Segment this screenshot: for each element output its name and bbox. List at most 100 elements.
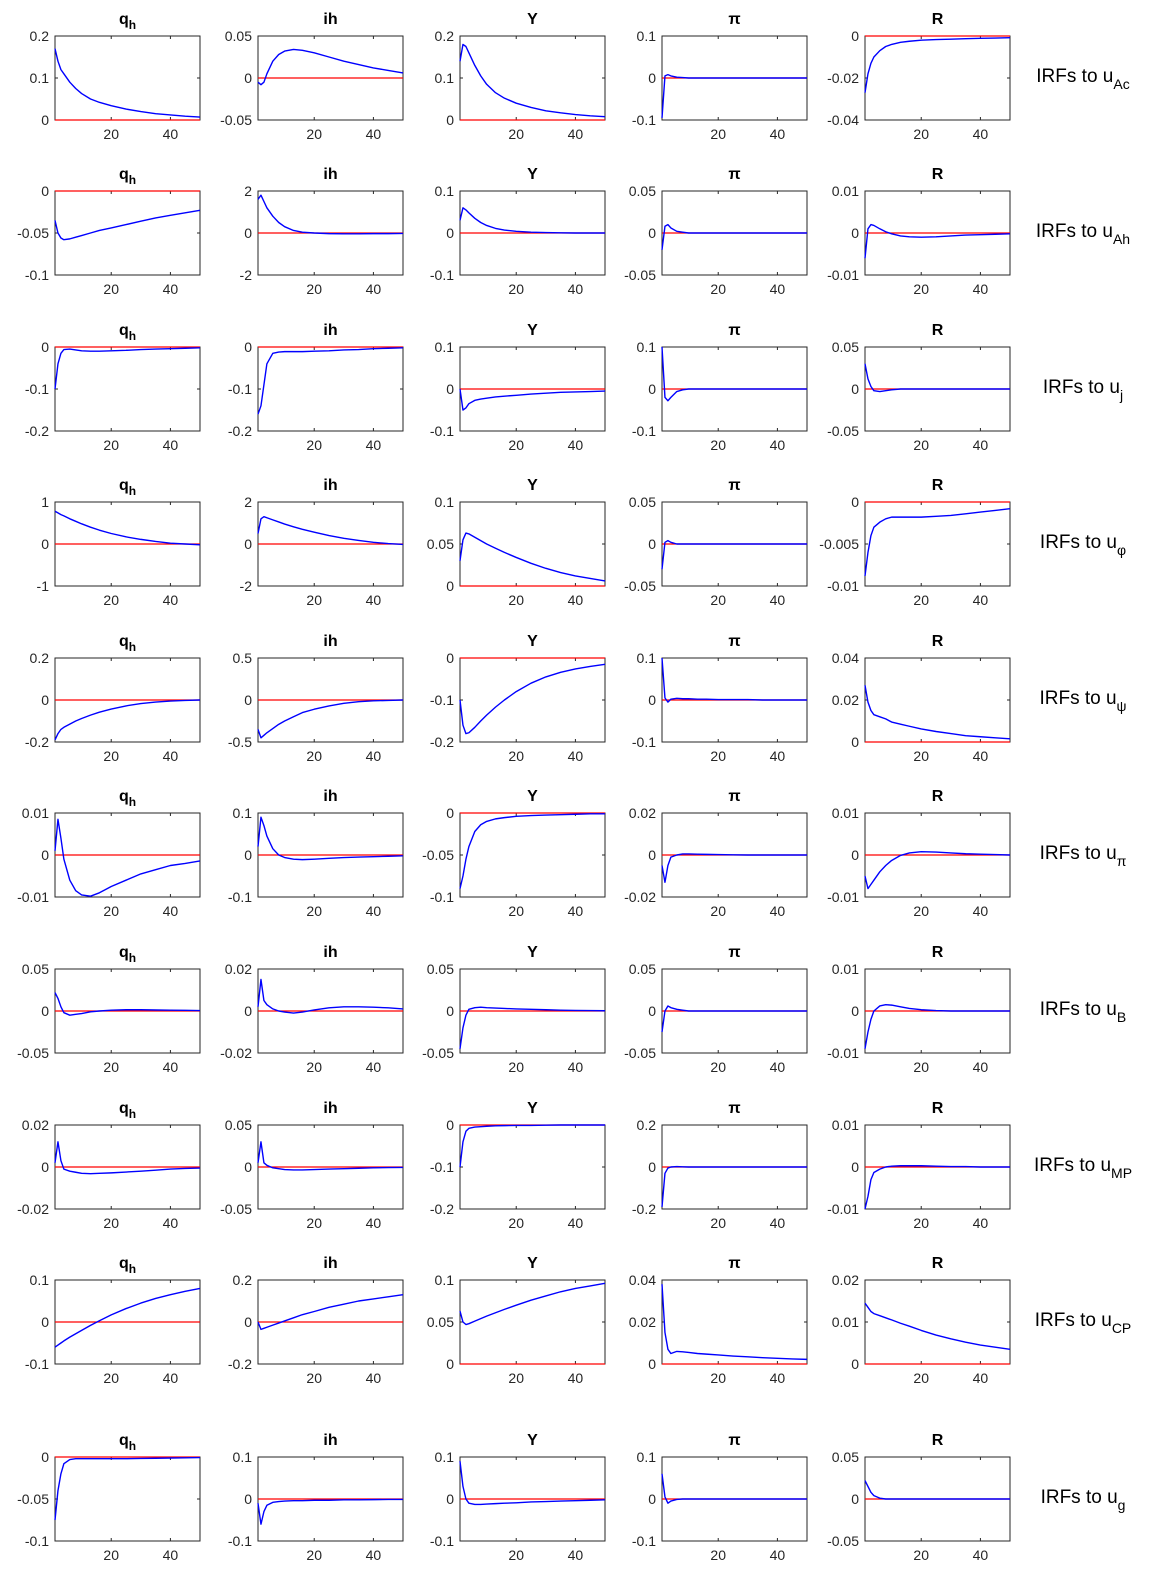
y-tick-label: 0.02	[832, 692, 859, 708]
title-text: R	[932, 322, 944, 339]
y-tick-label: -0.01	[827, 1201, 859, 1217]
y-tick-label: 0	[648, 1491, 656, 1507]
x-tick-label: 40	[568, 1215, 584, 1231]
x-tick-label: 40	[366, 281, 382, 297]
y-tick-label: -0.1	[430, 267, 454, 283]
y-tick-label: -0.05	[220, 112, 252, 128]
x-tick-label: 40	[366, 592, 382, 608]
x-tick-label: 40	[366, 903, 382, 919]
x-tick-label: 20	[306, 592, 322, 608]
x-tick-label: 40	[973, 126, 989, 142]
y-tick-label: 0.02	[832, 1272, 859, 1288]
x-tick-label: 40	[770, 1059, 786, 1075]
subplot: qh -0.05 0 0.05 20 40	[17, 944, 201, 1075]
response-line	[661, 223, 807, 250]
subplot: Y -0.2 -0.1 0 20 40	[430, 633, 606, 764]
y-tick-label: -0.1	[632, 1533, 656, 1549]
x-tick-label: 20	[103, 1370, 119, 1386]
title-text: R	[932, 633, 944, 650]
plot-area	[459, 812, 606, 898]
y-tick-label: 0	[41, 692, 49, 708]
y-tick-label: -0.1	[25, 1356, 49, 1372]
response-line	[257, 816, 404, 861]
y-tick-label: 0.05	[427, 536, 454, 552]
plot-area	[54, 190, 201, 276]
y-tick-label: -0.02	[624, 889, 656, 905]
subplot: ih -2 0 2 20 40	[240, 477, 404, 608]
x-tick-label: 20	[306, 748, 322, 764]
title-text: Y	[527, 944, 538, 961]
y-tick-label: 0	[851, 381, 859, 397]
x-tick-label: 20	[710, 437, 726, 453]
y-tick-label: 0.5	[233, 650, 253, 666]
y-tick-label: 0	[648, 692, 656, 708]
subplot: qh -0.2 0 0.2 20 40	[25, 633, 201, 764]
row-label: IRFs to uMP	[1034, 1155, 1132, 1181]
y-tick-label: -0.1	[430, 1159, 454, 1175]
subplot-title: Y	[527, 166, 538, 183]
row-label-subscript: CP	[1112, 1320, 1131, 1336]
x-tick-label: 20	[306, 281, 322, 297]
subplot-title: R	[932, 11, 944, 28]
y-tick-label: 0	[648, 847, 656, 863]
title-text: ih	[323, 322, 337, 339]
plot-area	[54, 1456, 201, 1542]
y-tick-label: -0.02	[17, 1201, 49, 1217]
subplot-title: qh	[119, 166, 136, 187]
y-tick-label: 0	[648, 1003, 656, 1019]
subplot-title: qh	[119, 944, 136, 965]
subplot-title: π	[728, 1255, 740, 1272]
title-text: ih	[323, 944, 337, 961]
y-tick-label: 0	[41, 1159, 49, 1175]
y-tick-label: 0	[41, 1003, 49, 1019]
title-text: ih	[323, 1255, 337, 1272]
title-text: R	[932, 1432, 944, 1449]
title-text: q	[119, 1255, 129, 1272]
subplot: qh -0.1 -0.05 0 20 40	[17, 1432, 201, 1563]
x-tick-label: 40	[163, 748, 179, 764]
y-tick-label: 0.02	[225, 961, 252, 977]
subplot: R 0 0.01 0.02 20 40	[832, 1255, 1011, 1386]
subplot: π -0.2 0 0.2 20 40	[632, 1100, 808, 1231]
subplot: π -0.1 0 0.1 20 40	[632, 11, 808, 142]
subplot: R -0.04 -0.02 0 20 40	[827, 11, 1011, 142]
response-line	[459, 388, 606, 411]
response-line	[459, 663, 606, 735]
x-tick-label: 20	[103, 1215, 119, 1231]
y-tick-label: -0.05	[422, 847, 454, 863]
subplot-title: ih	[323, 1100, 337, 1117]
response-line	[257, 194, 404, 235]
subplot: π 0 0.02 0.04 20 40	[629, 1255, 808, 1386]
x-tick-label: 20	[508, 1547, 524, 1563]
subplot-title: R	[932, 322, 944, 339]
x-tick-label: 20	[508, 126, 524, 142]
subplot: qh -0.2 -0.1 0 20 40	[25, 322, 201, 453]
x-tick-label: 40	[568, 126, 584, 142]
y-tick-label: 0.1	[30, 70, 50, 86]
y-tick-label: 0.05	[832, 339, 859, 355]
y-tick-label: 0	[244, 339, 252, 355]
y-tick-label: 0	[446, 1356, 454, 1372]
row-label-subscript: j	[1119, 387, 1123, 403]
y-tick-label: -1	[37, 578, 50, 594]
x-tick-label: 40	[366, 748, 382, 764]
x-tick-label: 20	[710, 903, 726, 919]
y-tick-label: -0.04	[827, 112, 859, 128]
x-tick-label: 20	[710, 126, 726, 142]
row-label-text: IRFs to u	[1040, 532, 1117, 553]
y-tick-label: -0.1	[228, 889, 252, 905]
x-tick-label: 40	[366, 126, 382, 142]
y-tick-label: 0	[41, 1314, 49, 1330]
row-label-subscript: MP	[1111, 1165, 1132, 1181]
y-tick-label: 0.1	[637, 650, 657, 666]
response-line	[54, 818, 201, 897]
x-tick-label: 20	[508, 592, 524, 608]
x-tick-label: 20	[103, 437, 119, 453]
x-tick-label: 20	[913, 592, 929, 608]
y-tick-label: 0.1	[435, 1272, 455, 1288]
y-tick-label: -0.01	[827, 578, 859, 594]
response-line	[661, 657, 807, 703]
response-line	[459, 1461, 606, 1506]
subplot-title: ih	[323, 166, 337, 183]
